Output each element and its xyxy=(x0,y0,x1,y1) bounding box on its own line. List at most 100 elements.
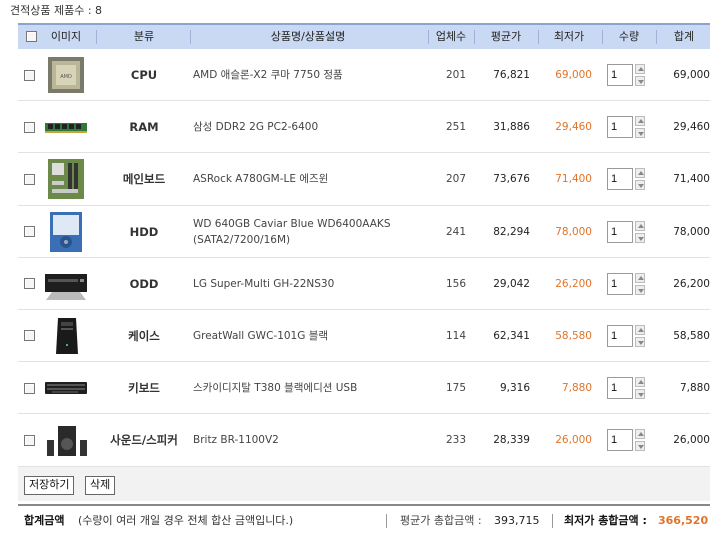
header-divider xyxy=(602,30,603,44)
row-category: RAM xyxy=(129,120,159,135)
row-product-name[interactable]: 삼성 DDR2 2G PC2-6400 xyxy=(193,121,319,134)
avg-total-value: 393,715 xyxy=(494,514,540,527)
motherboard-icon[interactable] xyxy=(44,157,88,201)
row-checkbox[interactable] xyxy=(24,330,35,342)
row-product-name[interactable]: ASRock A780GM-LE 에즈윈 xyxy=(193,173,329,186)
row-category: HDD xyxy=(129,224,159,239)
row-sum: 58,580 xyxy=(673,329,710,342)
quantity-input[interactable] xyxy=(607,429,633,452)
row-checkbox[interactable] xyxy=(24,278,35,290)
save-button[interactable]: 저장하기 xyxy=(24,476,75,495)
row-sum: 7,880 xyxy=(679,382,710,395)
quantity-input[interactable] xyxy=(607,324,633,347)
row-product-name[interactable]: GreatWall GWC-101G 블랙 xyxy=(193,329,329,342)
quantity-stepper[interactable] xyxy=(635,64,645,86)
quantity-input[interactable] xyxy=(607,116,633,139)
quantity-input[interactable] xyxy=(607,64,633,86)
header-sum: 합계 xyxy=(673,30,695,43)
row-checkbox[interactable] xyxy=(24,382,35,394)
quantity-stepper[interactable] xyxy=(635,324,645,347)
increment-icon[interactable] xyxy=(635,377,645,388)
row-avg-price: 29,042 xyxy=(493,277,530,290)
row-sum: 26,000 xyxy=(673,434,710,447)
header-avg: 평균가 xyxy=(490,30,522,43)
row-category: 케이스 xyxy=(128,328,160,343)
decrement-icon[interactable] xyxy=(635,128,645,139)
row-product-name[interactable]: WD 640GB Caviar Blue WD6400AAKS (SATA2/7… xyxy=(193,217,391,246)
row-category: 메인보드 xyxy=(122,172,166,187)
row-sum: 29,460 xyxy=(673,121,710,134)
increment-icon[interactable] xyxy=(635,64,645,74)
row-avg-price: 82,294 xyxy=(493,225,530,238)
row-avg-price: 62,341 xyxy=(493,329,530,342)
header-name: 상품명/상품설명 xyxy=(270,30,346,43)
row-sum: 78,000 xyxy=(673,225,710,238)
quantity-stepper[interactable] xyxy=(635,377,645,400)
increment-icon[interactable] xyxy=(635,429,645,440)
row-product-name[interactable]: LG Super-Multi GH-22NS30 xyxy=(193,277,335,290)
decrement-icon[interactable] xyxy=(635,336,645,347)
decrement-icon[interactable] xyxy=(635,284,645,295)
table-row: 사운드/스피커 Britz BR-1100V2 233 28,339 26,00… xyxy=(18,414,710,467)
decrement-icon[interactable] xyxy=(635,389,645,400)
table-row: 케이스 GreatWall GWC-101G 블랙 114 62,341 58,… xyxy=(18,310,710,363)
row-product-name[interactable]: AMD 애슬론-X2 쿠마 7750 정품 xyxy=(193,69,343,81)
decrement-icon[interactable] xyxy=(635,180,645,191)
row-category: ODD xyxy=(129,276,159,291)
lowest-total-label: 최저가 총합금액 : xyxy=(564,514,647,527)
lowest-total-value: 366,520 xyxy=(658,514,709,527)
decrement-icon[interactable] xyxy=(635,441,645,452)
row-product-name[interactable]: 스카이디지탈 T380 블랙에디션 USB xyxy=(193,382,358,395)
select-all-checkbox[interactable] xyxy=(25,31,37,42)
quantity-input[interactable] xyxy=(607,272,633,295)
cpu-icon[interactable]: AMD xyxy=(44,53,88,97)
quantity-input[interactable] xyxy=(607,168,633,191)
ram-icon[interactable] xyxy=(44,105,88,149)
totals-divider xyxy=(386,514,387,528)
speaker-icon[interactable] xyxy=(44,418,88,462)
total-note: (수량이 여러 개일 경우 전체 합산 금액입니다.) xyxy=(78,514,294,527)
product-count: 견적상품 제품수 : 8 xyxy=(10,4,103,17)
total-label: 합계금액 xyxy=(24,514,65,527)
row-vendor-count: 156 xyxy=(445,277,466,290)
header-divider xyxy=(96,30,97,44)
row-product-name[interactable]: Britz BR-1100V2 xyxy=(193,434,279,447)
table-row: AMD CPU AMD 애슬론-X2 쿠마 7750 정품 201 76,821… xyxy=(18,49,710,102)
quantity-stepper[interactable] xyxy=(635,116,645,139)
row-sum: 69,000 xyxy=(673,69,710,81)
row-checkbox[interactable] xyxy=(24,173,35,185)
quantity-stepper[interactable] xyxy=(635,168,645,191)
hdd-icon[interactable] xyxy=(44,210,88,254)
keyboard-icon[interactable] xyxy=(44,366,88,410)
quantity-stepper[interactable] xyxy=(635,220,645,243)
quantity-stepper[interactable] xyxy=(635,272,645,295)
row-checkbox[interactable] xyxy=(24,434,35,446)
row-category: CPU xyxy=(130,68,158,82)
header-divider xyxy=(474,30,475,44)
table-row: HDD WD 640GB Caviar Blue WD6400AAKS (SAT… xyxy=(18,206,710,258)
increment-icon[interactable] xyxy=(635,220,645,231)
action-bar: 저장하기 삭제 xyxy=(18,467,710,501)
quantity-input[interactable] xyxy=(607,220,633,243)
increment-icon[interactable] xyxy=(635,272,645,283)
row-checkbox[interactable] xyxy=(24,69,35,81)
increment-icon[interactable] xyxy=(635,324,645,335)
quantity-input[interactable] xyxy=(607,377,633,400)
decrement-icon[interactable] xyxy=(635,76,645,86)
case-icon[interactable] xyxy=(44,314,88,358)
row-lowest-price: 26,000 xyxy=(555,434,592,447)
row-vendor-count: 114 xyxy=(445,329,466,342)
delete-button[interactable]: 삭제 xyxy=(85,476,116,495)
row-lowest-price: 78,000 xyxy=(555,225,592,238)
row-sum: 26,200 xyxy=(673,277,710,290)
odd-icon[interactable] xyxy=(44,262,88,306)
increment-icon[interactable] xyxy=(635,168,645,179)
row-checkbox[interactable] xyxy=(24,226,35,238)
quantity-stepper[interactable] xyxy=(635,429,645,452)
row-lowest-price: 29,460 xyxy=(555,121,592,134)
row-checkbox[interactable] xyxy=(24,121,35,133)
table-header: 이미지 분류 상품명/상품설명 업체수 평균가 최저가 수량 합계 xyxy=(18,23,710,49)
row-lowest-price: 26,200 xyxy=(555,277,592,290)
decrement-icon[interactable] xyxy=(635,232,645,243)
increment-icon[interactable] xyxy=(635,116,645,127)
